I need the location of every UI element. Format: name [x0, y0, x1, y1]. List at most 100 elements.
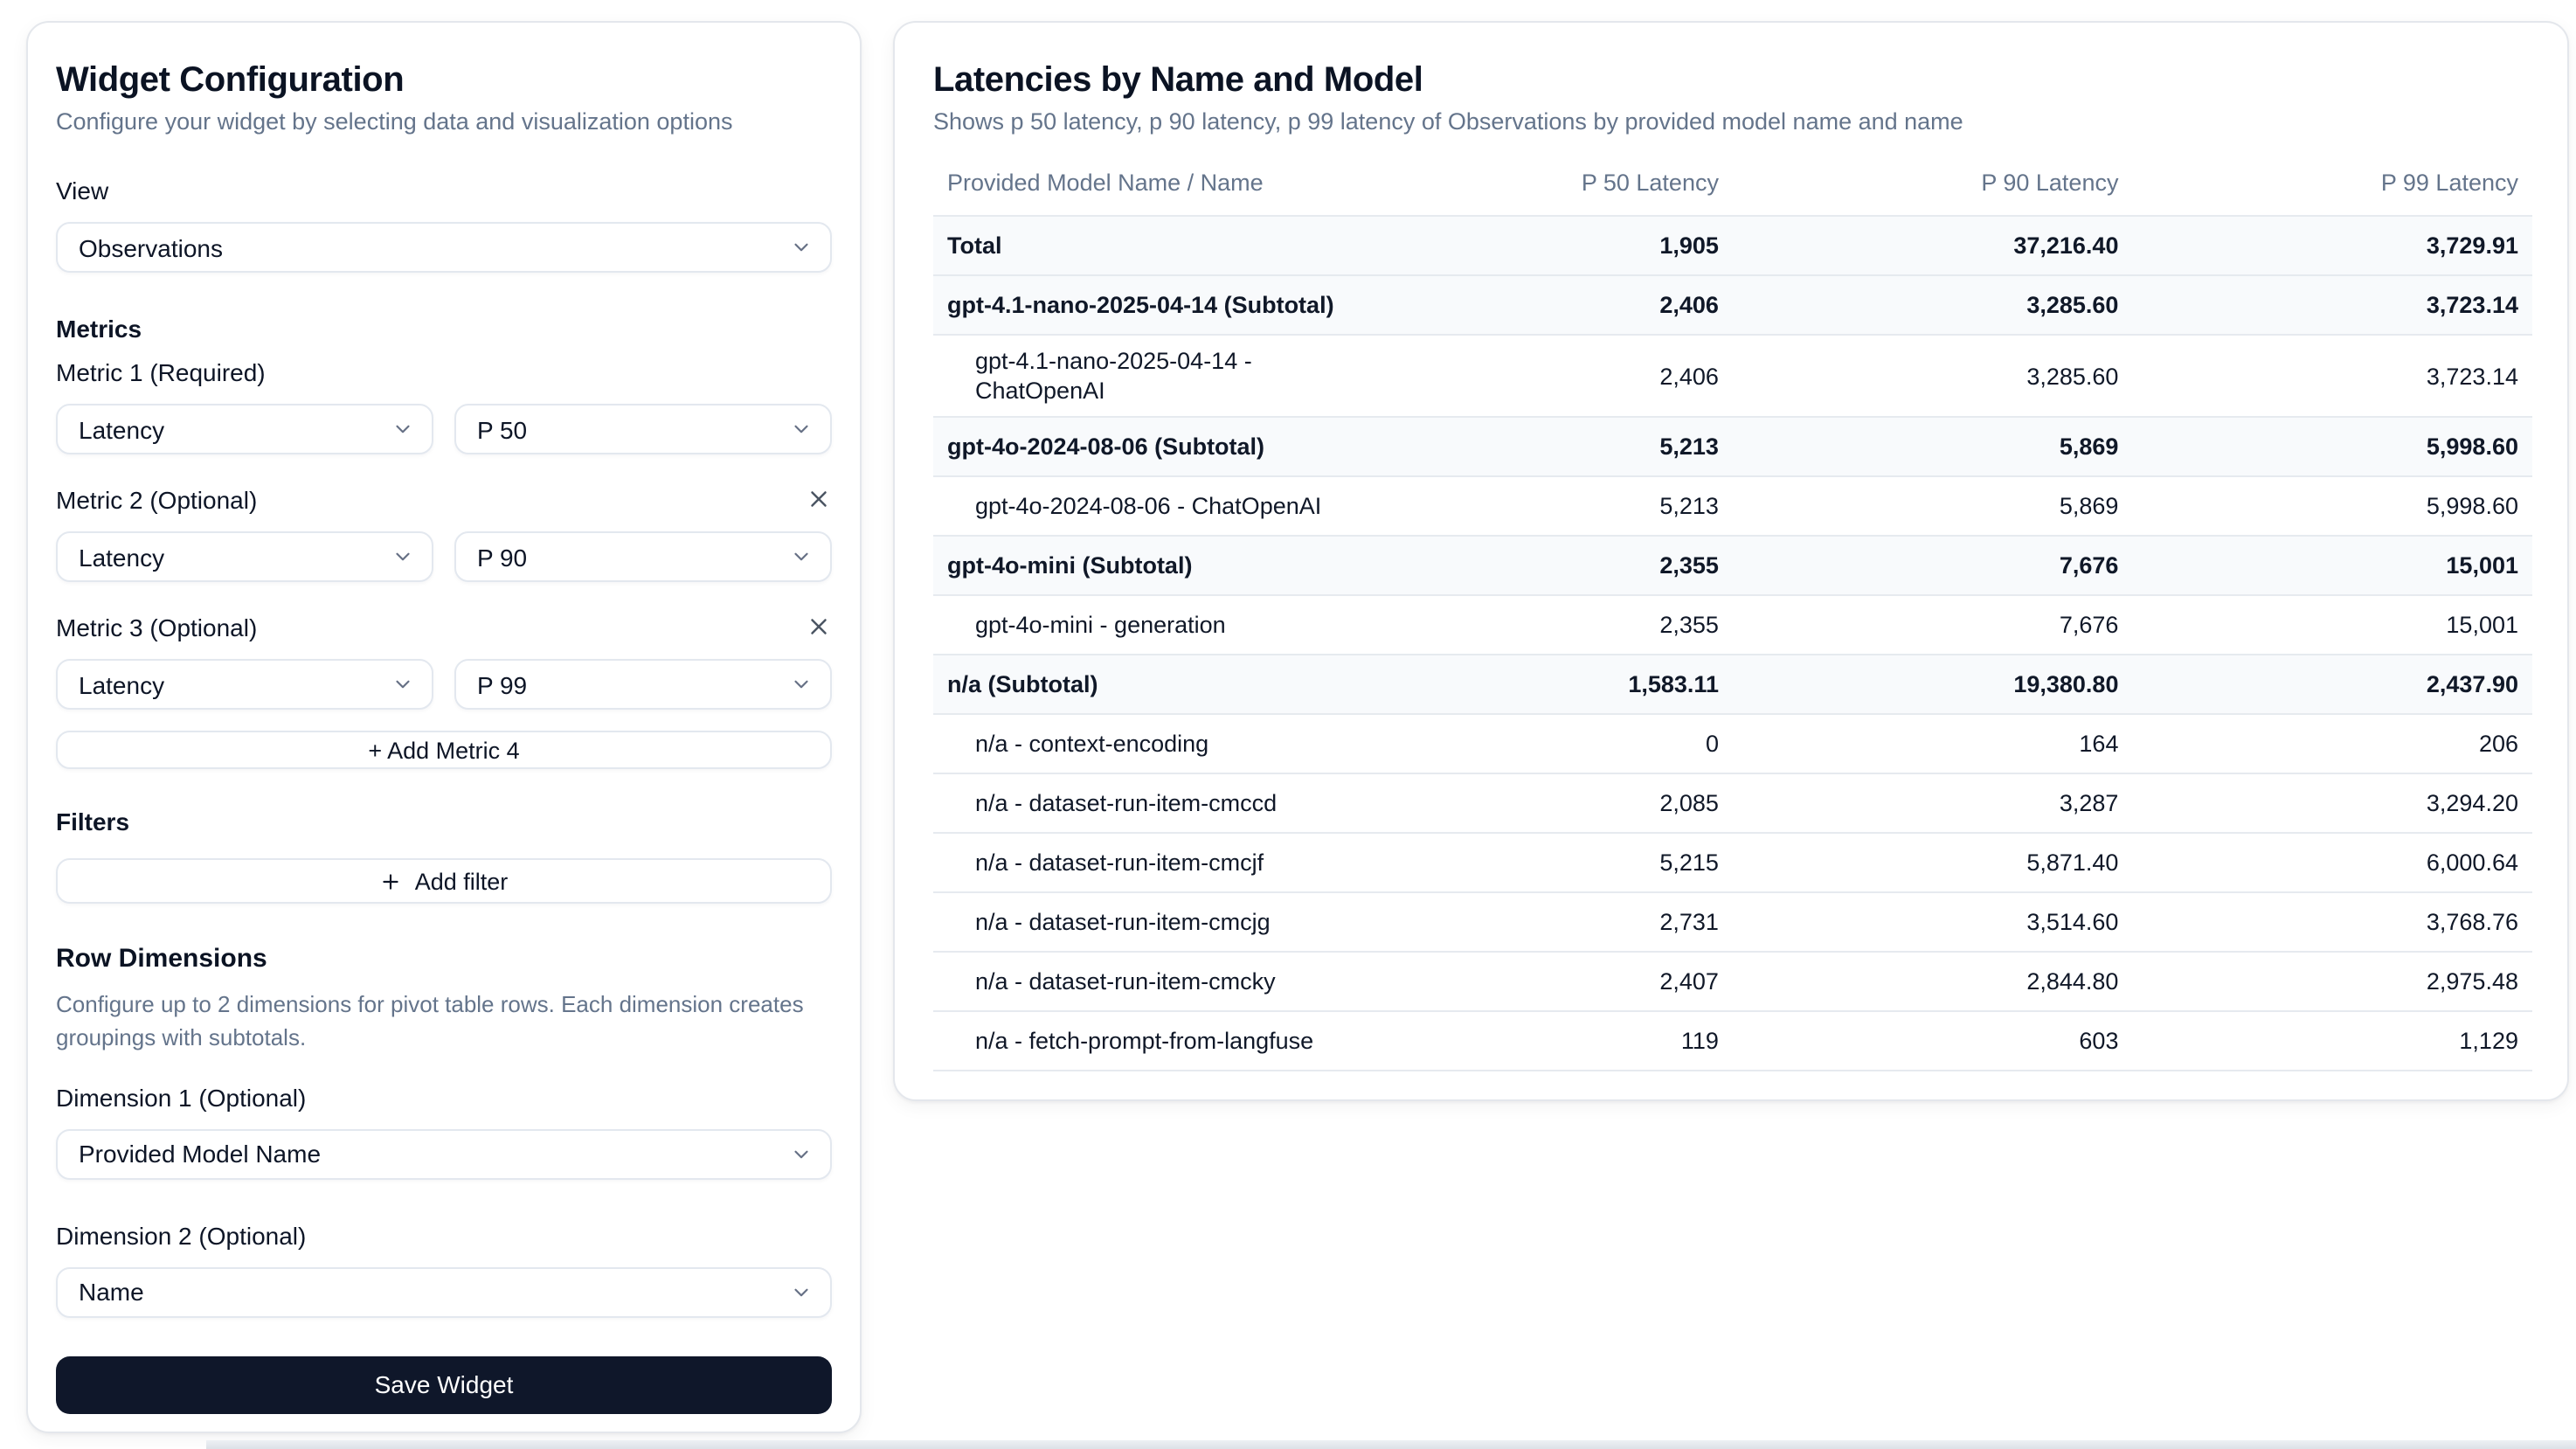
chevron-down-icon: [391, 418, 414, 440]
row-name: n/a - dataset-run-item-cmccd: [933, 773, 1397, 833]
window-bottom-edge: [206, 1440, 2576, 1449]
row-name: gpt-4o-2024-08-06 (Subtotal): [933, 416, 1397, 476]
dimension-1-select[interactable]: Provided Model Name: [56, 1128, 832, 1180]
latencies-table: Provided Model Name / Name P 50 Latency …: [933, 159, 2532, 1071]
row-name: gpt-4.1-nano-2025-04-14 - ChatOpenAI: [933, 334, 1397, 417]
metric-3-selects: Latency P 99: [56, 659, 832, 710]
row-p90: 603: [1732, 1010, 2133, 1071]
row-p50: 1,583.11: [1396, 654, 1733, 714]
view-select[interactable]: Observations: [56, 222, 832, 273]
row-p90: 2,844.80: [1732, 951, 2133, 1011]
metric-2-measure-value: Latency: [79, 543, 165, 571]
row-name: n/a - context-encoding: [933, 713, 1397, 773]
preview-title: Latencies by Name and Model: [933, 61, 1423, 100]
x-icon: [805, 613, 831, 644]
row-p99: 3,768.76: [2132, 891, 2532, 952]
table-row-subtotal: gpt-4o-mini (Subtotal) 2,355 7,676 15,00…: [933, 535, 2532, 595]
row-name: n/a - dataset-run-item-cmcjg: [933, 891, 1397, 952]
table-row: n/a - dataset-run-item-cmcky 2,407 2,844…: [933, 951, 2532, 1011]
row-p90: 164: [1732, 713, 2133, 773]
dimension-1-value: Provided Model Name: [79, 1140, 322, 1168]
metric-3-measure-value: Latency: [79, 670, 165, 698]
dimension-1-label: Dimension 1 (Optional): [56, 1083, 307, 1112]
chevron-down-icon: [790, 418, 813, 440]
row-name: n/a - dataset-run-item-cmcky: [933, 951, 1397, 1011]
row-p90: 5,869: [1732, 416, 2133, 476]
x-icon: [805, 485, 831, 517]
table-row: n/a - fetch-prompt-from-langfuse 119 603…: [933, 1010, 2532, 1071]
table-row: n/a - dataset-run-item-cmccd 2,085 3,287…: [933, 773, 2532, 833]
table-header-row: Provided Model Name / Name P 50 Latency …: [933, 159, 2532, 216]
column-header-p90: P 90 Latency: [1981, 170, 2119, 196]
chevron-down-icon: [790, 673, 813, 696]
row-p90: 3,514.60: [1732, 891, 2133, 952]
row-p50: 2,407: [1396, 951, 1733, 1011]
table-row: gpt-4o-2024-08-06 - ChatOpenAI 5,213 5,8…: [933, 475, 2532, 536]
dimension-2-select[interactable]: Name: [56, 1266, 832, 1318]
metric-1-measure-select[interactable]: Latency: [56, 404, 433, 454]
metric-2-measure-select[interactable]: Latency: [56, 531, 433, 582]
row-name: gpt-4o-mini - generation: [933, 594, 1397, 655]
row-p50: 2,085: [1396, 773, 1733, 833]
row-p90: 7,676: [1732, 594, 2133, 655]
row-p99: 3,729.91: [2132, 215, 2532, 275]
add-filter-button[interactable]: Add filter: [56, 858, 832, 904]
row-name: n/a - fetch-prompt-from-langfuse: [933, 1010, 1397, 1071]
dimension-2-value: Name: [79, 1278, 144, 1307]
row-p50: 5,215: [1396, 832, 1733, 892]
metric-3-aggregation-value: P 99: [477, 670, 528, 698]
row-p90: 3,285.60: [1732, 334, 2133, 417]
chevron-down-icon: [790, 236, 813, 259]
add-metric-button[interactable]: + Add Metric 4: [56, 731, 832, 769]
plus-icon: [380, 870, 403, 892]
table-row: gpt-4o-mini - generation 2,355 7,676 15,…: [933, 594, 2532, 655]
row-p99: 3,723.14: [2132, 274, 2532, 335]
table-row: n/a - dataset-run-item-cmcjf 5,215 5,871…: [933, 832, 2532, 892]
row-p99: 2,437.90: [2132, 654, 2532, 714]
metric-1-aggregation-select[interactable]: P 50: [454, 404, 832, 454]
table-row-subtotal: gpt-4.1-nano-2025-04-14 (Subtotal) 2,406…: [933, 274, 2532, 335]
save-widget-button[interactable]: Save Widget: [56, 1355, 832, 1414]
chevron-down-icon: [391, 673, 414, 696]
row-p50: 119: [1396, 1010, 1733, 1071]
remove-metric-2-button[interactable]: [804, 487, 832, 515]
add-filter-button-label: Add filter: [414, 868, 509, 894]
metric-1-measure-value: Latency: [79, 415, 165, 443]
row-p99: 1,129: [2132, 1010, 2532, 1071]
chevron-down-icon: [790, 545, 813, 568]
widget-configuration-panel: Widget Configuration Configure your widg…: [26, 21, 862, 1433]
row-p50: 2,731: [1396, 891, 1733, 952]
row-p50: 5,213: [1396, 475, 1733, 536]
row-p99: 5,998.60: [2132, 475, 2532, 536]
row-p99: 6,000.64: [2132, 832, 2532, 892]
remove-metric-3-button[interactable]: [804, 614, 832, 642]
row-p90: 5,869: [1732, 475, 2133, 536]
metric-3-aggregation-select[interactable]: P 99: [454, 659, 832, 710]
add-metric-button-label: + Add Metric 4: [368, 737, 520, 763]
metric-3-measure-select[interactable]: Latency: [56, 659, 433, 710]
row-p99: 206: [2132, 713, 2532, 773]
row-name: gpt-4o-mini (Subtotal): [933, 535, 1397, 595]
row-name: Total: [933, 215, 1397, 275]
row-name: n/a - dataset-run-item-cmcjf: [933, 832, 1397, 892]
row-p90: 37,216.40: [1732, 215, 2133, 275]
dimension-2-label: Dimension 2 (Optional): [56, 1221, 307, 1250]
row-p90: 19,380.80: [1732, 654, 2133, 714]
row-p99: 3,294.20: [2132, 773, 2532, 833]
row-p90: 3,285.60: [1732, 274, 2133, 335]
config-panel-subtitle: Configure your widget by selecting data …: [56, 108, 733, 135]
row-p50: 2,355: [1396, 594, 1733, 655]
table-row-subtotal: gpt-4o-2024-08-06 (Subtotal) 5,213 5,869…: [933, 416, 2532, 476]
column-header-p50: P 50 Latency: [1581, 170, 1719, 196]
view-label: View: [56, 177, 109, 205]
row-name: n/a (Subtotal): [933, 654, 1397, 714]
column-header-name: Provided Model Name / Name: [947, 170, 1264, 196]
row-p99: 5,998.60: [2132, 416, 2532, 476]
metric-2-selects: Latency P 90: [56, 531, 832, 582]
metric-2-aggregation-value: P 90: [477, 543, 528, 571]
row-p99: 3,723.14: [2132, 334, 2532, 417]
table-row: n/a - context-encoding 0 164 206: [933, 713, 2532, 773]
metric-2-aggregation-select[interactable]: P 90: [454, 531, 832, 582]
table-row: gpt-4.1-nano-2025-04-14 - ChatOpenAI 2,4…: [933, 334, 2532, 417]
